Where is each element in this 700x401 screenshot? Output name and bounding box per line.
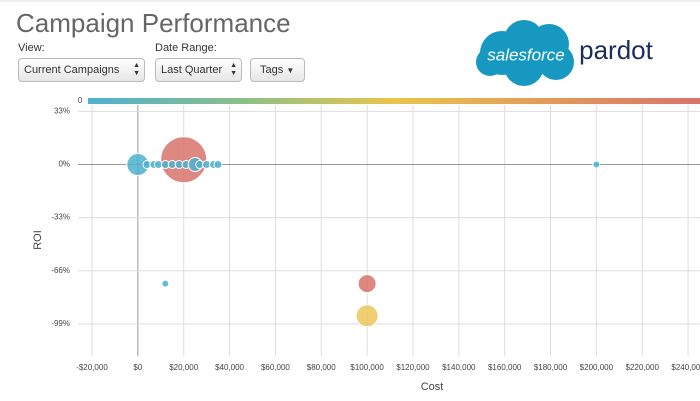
- bubble: [161, 279, 170, 288]
- caret: ▼: [286, 66, 295, 75]
- tags-button[interactable]: Tags ▼: [250, 58, 305, 82]
- x-tick-label: $80,000: [307, 363, 336, 372]
- x-tick-label: $240,000: [671, 363, 700, 372]
- x-tick-label: $60,000: [261, 363, 290, 372]
- y-tick-label: 0%: [58, 160, 70, 169]
- select-arrows: ▲ ▼: [133, 62, 140, 77]
- x-tick-label: $40,000: [215, 363, 244, 372]
- y-tick-label: -33%: [51, 213, 70, 222]
- logo: salesforce pardot: [474, 18, 655, 88]
- y-tick-label: 33%: [54, 107, 70, 116]
- logo-product: pardot: [579, 35, 653, 65]
- colorbar: [88, 98, 700, 104]
- date-range-select[interactable]: Last Quarter ▲ ▼: [155, 58, 242, 82]
- bubble: [592, 160, 601, 169]
- x-tick-label: $100,000: [350, 363, 384, 372]
- x-tick-label: $200,000: [580, 363, 614, 372]
- date-range-label: Date Range:: [155, 42, 217, 54]
- date-range-value: Last Quarter: [161, 64, 223, 76]
- tags-text: Tags: [260, 64, 284, 76]
- logo-graphic: salesforce pardot: [476, 20, 654, 86]
- x-axis-label: Cost: [421, 381, 444, 393]
- x-tick-label: $20,000: [169, 363, 198, 372]
- x-tick-label: $160,000: [488, 363, 522, 372]
- logo-cloud: [476, 20, 574, 86]
- x-tick-label: $0: [133, 363, 142, 372]
- colorbar-label: 0: [78, 96, 83, 105]
- y-tick-label: -66%: [51, 266, 70, 275]
- y-tick-label: -99%: [51, 319, 70, 328]
- view-label: View:: [18, 42, 45, 54]
- x-tick-label: $180,000: [534, 363, 568, 372]
- view-select[interactable]: Current Campaigns ▲ ▼: [18, 58, 145, 82]
- x-tick-label: -$20,000: [76, 363, 108, 372]
- select-arrows: ▲ ▼: [230, 62, 237, 77]
- logo-brand: salesforce: [487, 45, 564, 64]
- x-tick-label: $140,000: [442, 363, 476, 372]
- page-title: Campaign Performance: [16, 8, 291, 38]
- bubble: [357, 274, 377, 294]
- x-tick-label: $120,000: [396, 363, 430, 372]
- bubble: [213, 160, 223, 170]
- x-tick-label: $220,000: [626, 363, 660, 372]
- view-value: Current Campaigns: [24, 64, 120, 76]
- bubble: [355, 304, 379, 328]
- y-axis-label: ROI: [32, 230, 44, 250]
